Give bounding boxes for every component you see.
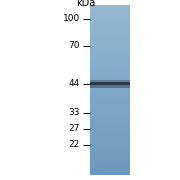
Text: 100: 100	[63, 14, 80, 23]
Text: kDa: kDa	[76, 0, 95, 8]
Text: 27: 27	[69, 124, 80, 133]
Text: 33: 33	[69, 108, 80, 117]
Text: 44: 44	[69, 79, 80, 88]
Text: 70: 70	[69, 41, 80, 50]
Text: 22: 22	[69, 140, 80, 149]
